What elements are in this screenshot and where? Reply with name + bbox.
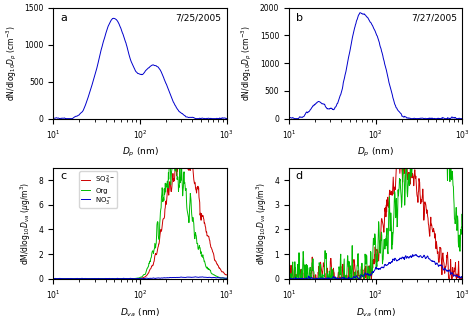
NO$_3^-$	[154, 276, 160, 280]
SO$_4^{2-}$	[224, 273, 230, 277]
Line: NO$_3^-$: NO$_3^-$	[53, 277, 227, 279]
X-axis label: $D_p$ (nm): $D_p$ (nm)	[357, 146, 394, 159]
Legend: SO$_4^{2-}$, Org, NO$_3^-$: SO$_4^{2-}$, Org, NO$_3^-$	[79, 171, 117, 208]
Y-axis label: dM/dlog$_{10}$$D_{va}$ ($\mu$g/m$^{3}$): dM/dlog$_{10}$$D_{va}$ ($\mu$g/m$^{3}$)	[19, 182, 33, 265]
Org	[193, 233, 199, 237]
Org	[166, 152, 172, 156]
NO$_3^-$	[224, 276, 230, 280]
Y-axis label: dN/dlog$_{10}$$D_p$ (cm$^{-3}$): dN/dlog$_{10}$$D_p$ (cm$^{-3}$)	[4, 25, 18, 101]
Text: 7/27/2005: 7/27/2005	[411, 13, 457, 22]
X-axis label: $D_{va}$ (nm): $D_{va}$ (nm)	[356, 306, 396, 319]
NO$_3^-$	[220, 276, 226, 280]
NO$_3^-$	[193, 275, 199, 279]
SO$_4^{2-}$	[193, 188, 199, 192]
NO$_3^-$	[50, 276, 56, 280]
Org	[145, 266, 150, 270]
NO$_3^-$	[145, 276, 150, 280]
SO$_4^{2-}$	[134, 277, 140, 281]
Org	[133, 276, 138, 280]
Text: a: a	[60, 13, 67, 23]
NO$_3^-$	[134, 276, 140, 280]
SO$_4^{2-}$	[133, 277, 138, 281]
SO$_4^{2-}$	[154, 252, 159, 256]
Org	[50, 277, 56, 281]
SO$_4^{2-}$	[145, 273, 150, 277]
NO$_3^-$	[53, 277, 59, 281]
Line: Org: Org	[53, 154, 227, 279]
Y-axis label: dN/dlog$_{10}$$D_p$ (cm$^{-3}$): dN/dlog$_{10}$$D_p$ (cm$^{-3}$)	[240, 25, 254, 101]
SO$_4^{2-}$	[50, 277, 56, 281]
SO$_4^{2-}$	[183, 145, 189, 149]
SO$_4^{2-}$	[220, 270, 226, 274]
Text: b: b	[296, 13, 303, 23]
Text: d: d	[296, 171, 303, 181]
NO$_3^-$	[133, 277, 139, 281]
X-axis label: $D_{va}$ (nm): $D_{va}$ (nm)	[120, 306, 160, 319]
Org	[224, 276, 230, 280]
X-axis label: $D_p$ (nm): $D_p$ (nm)	[122, 146, 158, 159]
Line: SO$_4^{2-}$: SO$_4^{2-}$	[53, 147, 227, 279]
NO$_3^-$	[192, 275, 198, 279]
Org	[154, 234, 159, 237]
Org	[134, 276, 140, 280]
Org	[220, 276, 226, 280]
Text: c: c	[60, 171, 66, 181]
Y-axis label: dM/dlog$_{10}$$D_{va}$ ($\mu$g/m$^{3}$): dM/dlog$_{10}$$D_{va}$ ($\mu$g/m$^{3}$)	[255, 182, 269, 265]
Text: 7/25/2005: 7/25/2005	[175, 13, 222, 22]
